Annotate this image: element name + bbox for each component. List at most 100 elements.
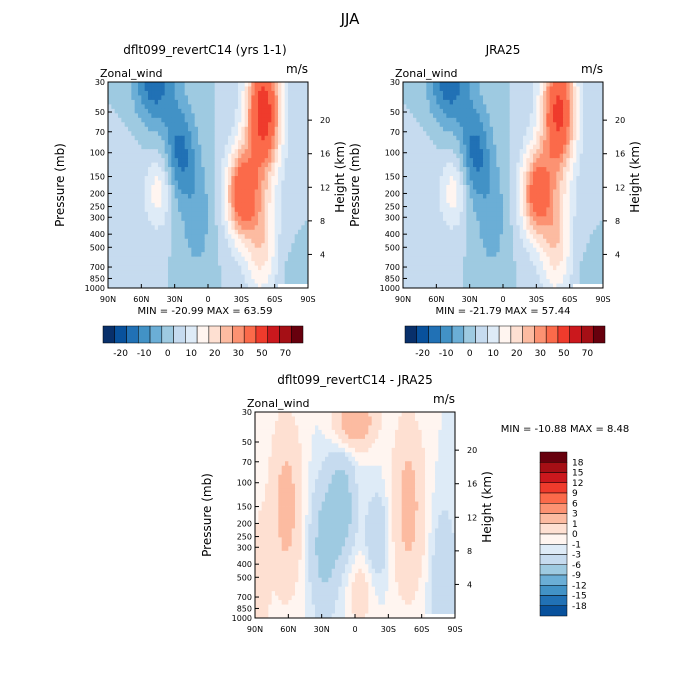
- heatmap-cell: [148, 256, 152, 262]
- heatmap-cell: [121, 167, 126, 172]
- heatmap-cell: [563, 185, 567, 190]
- heatmap-cell: [456, 238, 461, 244]
- heatmap-cell: [278, 261, 282, 267]
- lat-tick-label: 30S: [234, 295, 249, 304]
- heatmap-cell: [171, 117, 176, 123]
- heatmap-cell: [184, 162, 189, 168]
- heatmap-cell: [158, 144, 162, 150]
- heatmap-cell: [201, 135, 206, 141]
- heatmap-cell: [403, 140, 407, 146]
- heatmap-cell: [238, 238, 242, 244]
- heatmap-cell: [121, 171, 126, 177]
- heatmap-cell: [516, 144, 521, 150]
- heatmap-cell: [118, 171, 122, 177]
- heatmap-cell: [536, 113, 541, 119]
- heatmap-cell: [211, 279, 216, 284]
- heatmap-cell: [456, 117, 461, 123]
- heatmap-cell: [144, 95, 149, 101]
- heatmap-cell: [473, 117, 477, 123]
- heatmap-cell: [579, 193, 584, 199]
- heatmap-cell: [519, 153, 524, 159]
- heatmap-cell: [141, 207, 146, 213]
- heatmap-cell: [284, 234, 289, 240]
- heatmap-cell: [118, 104, 122, 110]
- heatmap-cell: [141, 144, 146, 150]
- heatmap-cell: [489, 131, 494, 137]
- heatmap-cell: [111, 279, 116, 284]
- heatmap-cell: [214, 207, 219, 213]
- heatmap-cell: [576, 99, 581, 105]
- heatmap-cell: [579, 86, 584, 92]
- heatmap-cell: [291, 135, 296, 141]
- heatmap-cell: [251, 220, 256, 226]
- heatmap-cell: [241, 176, 246, 181]
- heatmap-cell: [191, 113, 196, 119]
- heatmap-cell: [426, 104, 431, 110]
- heatmap-cell: [288, 135, 292, 141]
- heatmap-cell: [208, 135, 212, 141]
- heatmap-cell: [201, 279, 206, 284]
- heatmap-cell: [403, 180, 407, 186]
- heatmap-cell: [499, 162, 504, 168]
- heatmap-cell: [294, 90, 299, 96]
- heatmap-cell: [291, 140, 296, 146]
- heatmap-cell: [519, 113, 524, 119]
- heatmap-cell: [426, 99, 431, 105]
- heatmap-cell: [463, 158, 467, 164]
- heatmap-cell: [599, 207, 603, 213]
- heatmap-cell: [583, 158, 587, 164]
- heatmap-cell: [141, 185, 146, 190]
- heatmap-cell: [281, 185, 286, 190]
- heatmap-cell: [449, 149, 454, 155]
- heatmap-cell: [543, 189, 547, 195]
- heatmap-cell: [476, 108, 481, 114]
- heatmap-cell: [138, 113, 142, 119]
- heatmap-cell: [473, 167, 477, 172]
- heatmap-cell: [549, 189, 554, 195]
- heatmap-cell: [573, 95, 577, 101]
- heatmap-cell: [281, 270, 286, 275]
- heatmap-cell: [154, 283, 159, 288]
- heatmap-cell: [409, 122, 414, 128]
- heatmap-cell: [128, 167, 132, 172]
- heatmap-cell: [271, 162, 276, 168]
- heatmap-cell: [576, 90, 581, 96]
- heatmap-cell: [281, 104, 286, 110]
- heatmap-cell: [406, 202, 411, 208]
- heatmap-cell: [549, 86, 554, 92]
- heatmap-cell: [121, 131, 126, 137]
- heatmap-cell: [436, 82, 441, 87]
- heatmap-cell: [181, 135, 186, 141]
- heatmap-cell: [436, 86, 441, 92]
- heatmap-cell: [539, 216, 544, 222]
- heatmap-cell: [288, 108, 292, 114]
- heatmap-cell: [108, 140, 112, 146]
- heatmap-cell: [503, 140, 507, 146]
- heatmap-cell: [178, 122, 182, 128]
- heatmap-cell: [583, 90, 587, 96]
- heatmap-cell: [254, 261, 259, 267]
- heatmap-cell: [526, 95, 531, 101]
- heatmap-cell: [529, 126, 534, 132]
- heatmap-cell: [516, 211, 521, 217]
- heatmap-cell: [459, 216, 464, 222]
- heatmap-cell: [449, 185, 454, 190]
- heatmap-cell: [423, 167, 427, 172]
- heatmap-cell: [204, 234, 209, 240]
- heatmap-cell: [463, 185, 467, 190]
- heatmap-cell: [258, 144, 262, 150]
- heatmap-cell: [188, 274, 192, 280]
- heatmap-cell: [141, 256, 146, 262]
- heatmap-cell: [221, 265, 226, 271]
- heatmap-cell: [144, 167, 149, 172]
- heatmap-cell: [509, 99, 514, 105]
- heatmap-cell: [489, 140, 494, 146]
- heatmap-cell: [194, 95, 199, 101]
- heatmap-cell: [413, 229, 417, 235]
- heatmap-cell: [251, 274, 256, 280]
- heatmap-cell: [288, 216, 292, 222]
- heatmap-cell: [208, 256, 212, 262]
- heatmap-cell: [569, 234, 574, 240]
- heatmap-cell: [429, 211, 434, 217]
- heatmap-cell: [268, 207, 272, 213]
